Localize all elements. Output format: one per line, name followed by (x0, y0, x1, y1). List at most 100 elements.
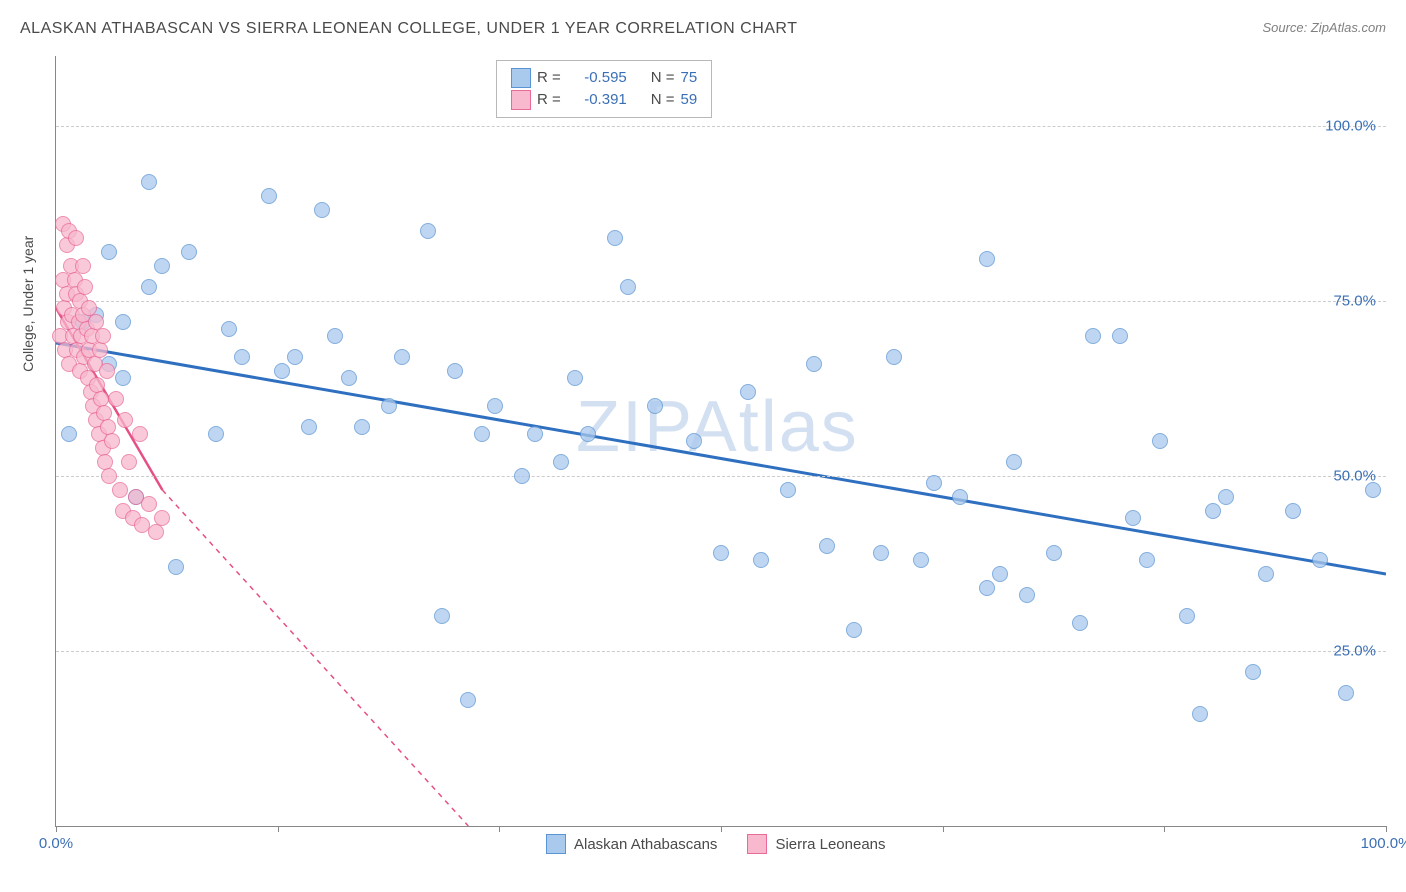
watermark-text: ZIPAtlas (576, 386, 859, 468)
n-label: N = (651, 89, 675, 111)
y-tick-label: 25.0% (1333, 643, 1376, 660)
y-axis-label: College, Under 1 year (20, 236, 36, 372)
r-value: -0.595 (567, 67, 627, 89)
data-point (553, 454, 569, 470)
legend-swatch (546, 834, 566, 854)
data-point (314, 202, 330, 218)
data-point (420, 223, 436, 239)
legend-series-label: Alaskan Athabascans (574, 836, 717, 853)
data-point (154, 510, 170, 526)
legend-stat-row: R =-0.595N =75 (511, 67, 697, 89)
data-point (112, 482, 128, 498)
data-point (514, 468, 530, 484)
data-point (460, 692, 476, 708)
data-point (1125, 510, 1141, 526)
data-point (121, 454, 137, 470)
data-point (886, 349, 902, 365)
data-point (1085, 328, 1101, 344)
data-point (992, 566, 1008, 582)
data-point (101, 244, 117, 260)
data-point (141, 496, 157, 512)
data-point (104, 433, 120, 449)
data-point (1338, 685, 1354, 701)
data-point (740, 384, 756, 400)
x-tick (721, 826, 722, 832)
data-point (1258, 566, 1274, 582)
data-point (108, 391, 124, 407)
legend-series-label: Sierra Leoneans (775, 836, 885, 853)
data-point (1152, 433, 1168, 449)
data-point (607, 230, 623, 246)
data-point (1046, 545, 1062, 561)
data-point (1205, 503, 1221, 519)
x-tick (56, 826, 57, 832)
data-point (527, 426, 543, 442)
scatter-plot-area: ZIPAtlas R =-0.595N =75R =-0.391N =59 Al… (55, 56, 1386, 827)
data-point (75, 258, 91, 274)
data-point (979, 251, 995, 267)
trend-lines-layer (56, 56, 1386, 826)
x-tick (1164, 826, 1165, 832)
data-point (926, 475, 942, 491)
data-point (115, 370, 131, 386)
data-point (580, 426, 596, 442)
gridline-horizontal (56, 126, 1386, 127)
data-point (1139, 552, 1155, 568)
data-point (234, 349, 250, 365)
data-point (181, 244, 197, 260)
gridline-horizontal (56, 651, 1386, 652)
data-point (1179, 608, 1195, 624)
data-point (1072, 615, 1088, 631)
data-point (274, 363, 290, 379)
data-point (208, 426, 224, 442)
data-point (913, 552, 929, 568)
data-point (1312, 552, 1328, 568)
data-point (620, 279, 636, 295)
x-tick-label-left: 0.0% (39, 835, 73, 852)
legend-series-item: Alaskan Athabascans (546, 834, 717, 854)
chart-title: ALASKAN ATHABASCAN VS SIERRA LEONEAN COL… (20, 20, 797, 37)
data-point (341, 370, 357, 386)
trend-line (56, 343, 1386, 574)
data-point (394, 349, 410, 365)
x-tick (943, 826, 944, 832)
data-point (154, 258, 170, 274)
data-point (327, 328, 343, 344)
data-point (1245, 664, 1261, 680)
data-point (819, 538, 835, 554)
data-point (487, 398, 503, 414)
data-point (1285, 503, 1301, 519)
data-point (77, 279, 93, 295)
legend-swatch (511, 68, 531, 88)
data-point (148, 524, 164, 540)
data-point (141, 279, 157, 295)
data-point (168, 559, 184, 575)
data-point (780, 482, 796, 498)
data-point (567, 370, 583, 386)
gridline-horizontal (56, 301, 1386, 302)
y-tick-label: 100.0% (1325, 118, 1376, 135)
series-legend: Alaskan Athabascans Sierra Leoneans (546, 834, 886, 854)
data-point (301, 419, 317, 435)
r-label: R = (537, 67, 561, 89)
data-point (713, 545, 729, 561)
data-point (95, 328, 111, 344)
data-point (1365, 482, 1381, 498)
r-value: -0.391 (567, 89, 627, 111)
data-point (92, 342, 108, 358)
r-label: R = (537, 89, 561, 111)
x-tick-label-right: 100.0% (1361, 835, 1406, 852)
data-point (117, 412, 133, 428)
data-point (132, 426, 148, 442)
data-point (873, 545, 889, 561)
data-point (1112, 328, 1128, 344)
x-tick (1386, 826, 1387, 832)
data-point (99, 363, 115, 379)
data-point (221, 321, 237, 337)
n-value: 75 (681, 67, 698, 89)
legend-swatch (747, 834, 767, 854)
x-tick (499, 826, 500, 832)
n-value: 59 (681, 89, 698, 111)
data-point (647, 398, 663, 414)
data-point (115, 314, 131, 330)
